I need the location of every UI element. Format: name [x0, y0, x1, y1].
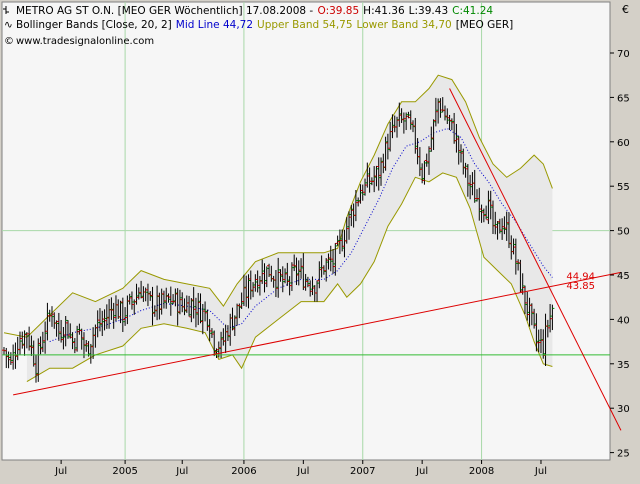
legend-line-1: METRO AG ST O.N. [MEO GER Wöchentlich] 1… [16, 5, 493, 17]
lower-band-line [26, 172, 553, 383]
y-tick-label: 30 [617, 404, 630, 415]
bollinger-name: Bollinger Bands [Close, 20, 2] [16, 19, 172, 31]
y-tick-label: 60 [617, 138, 630, 149]
high-value: H:41.36 [363, 5, 405, 17]
instrument-name: METRO AG ST O.N. [MEO GER Wöchentlich] 1… [16, 5, 313, 17]
legend: METRO AG ST O.N. [MEO GER Wöchentlich] 1… [3, 5, 513, 47]
midline-value: Mid Line 44,72 [176, 19, 253, 31]
currency-symbol: € [622, 3, 629, 16]
rising-trendline [13, 271, 622, 396]
y-tick-label: 50 [617, 227, 630, 238]
legend-line-2: Bollinger Bands [Close, 20, 2] Mid Line 4… [16, 19, 513, 31]
x-tick-label: Jul [54, 466, 67, 477]
y-tick-label: 65 [617, 93, 630, 104]
x-tick-label: 2006 [231, 466, 256, 477]
x-tick-label: 2008 [469, 466, 494, 477]
x-tick-label: Jul [415, 466, 428, 477]
trendline-value-label: 43.85 [566, 281, 595, 292]
upper-band-value: Upper Band 54,75 [257, 19, 352, 31]
y-tick-label: 55 [617, 182, 630, 193]
source-url[interactable]: www.tradesignalonline.com [16, 36, 154, 47]
close-value: C:41.24 [452, 5, 493, 17]
bollinger-icon: ∿ [4, 19, 13, 31]
x-tick-label: 2005 [112, 466, 137, 477]
bollinger-suffix: [MEO GER] [456, 19, 514, 31]
trendline-value-label: 44.94 [566, 272, 595, 283]
price-series-icon [3, 6, 9, 14]
y-tick-label: 70 [617, 49, 630, 60]
copyright-icon: © [4, 36, 14, 47]
axes: 25 30 35 40 45 50 55 60 65 70 Jul 2005 Jul 2006 Jul 200… [54, 49, 630, 477]
y-tick-label: 25 [617, 449, 630, 460]
y-tick-label: 35 [617, 360, 630, 371]
x-tick-label: Jul [296, 466, 309, 477]
y-tick-label: 45 [617, 271, 630, 282]
price-bars [2, 97, 555, 383]
falling-trendline [449, 88, 622, 431]
open-value: O:39.85 [317, 5, 359, 17]
x-tick-label: Jul [534, 466, 547, 477]
x-tick-label: Jul [175, 466, 188, 477]
y-tick-label: 40 [617, 315, 630, 326]
x-tick-label: 2007 [350, 466, 375, 477]
lower-band-value: Lower Band 34,70 [357, 19, 452, 31]
low-value: L:39.43 [409, 5, 448, 17]
